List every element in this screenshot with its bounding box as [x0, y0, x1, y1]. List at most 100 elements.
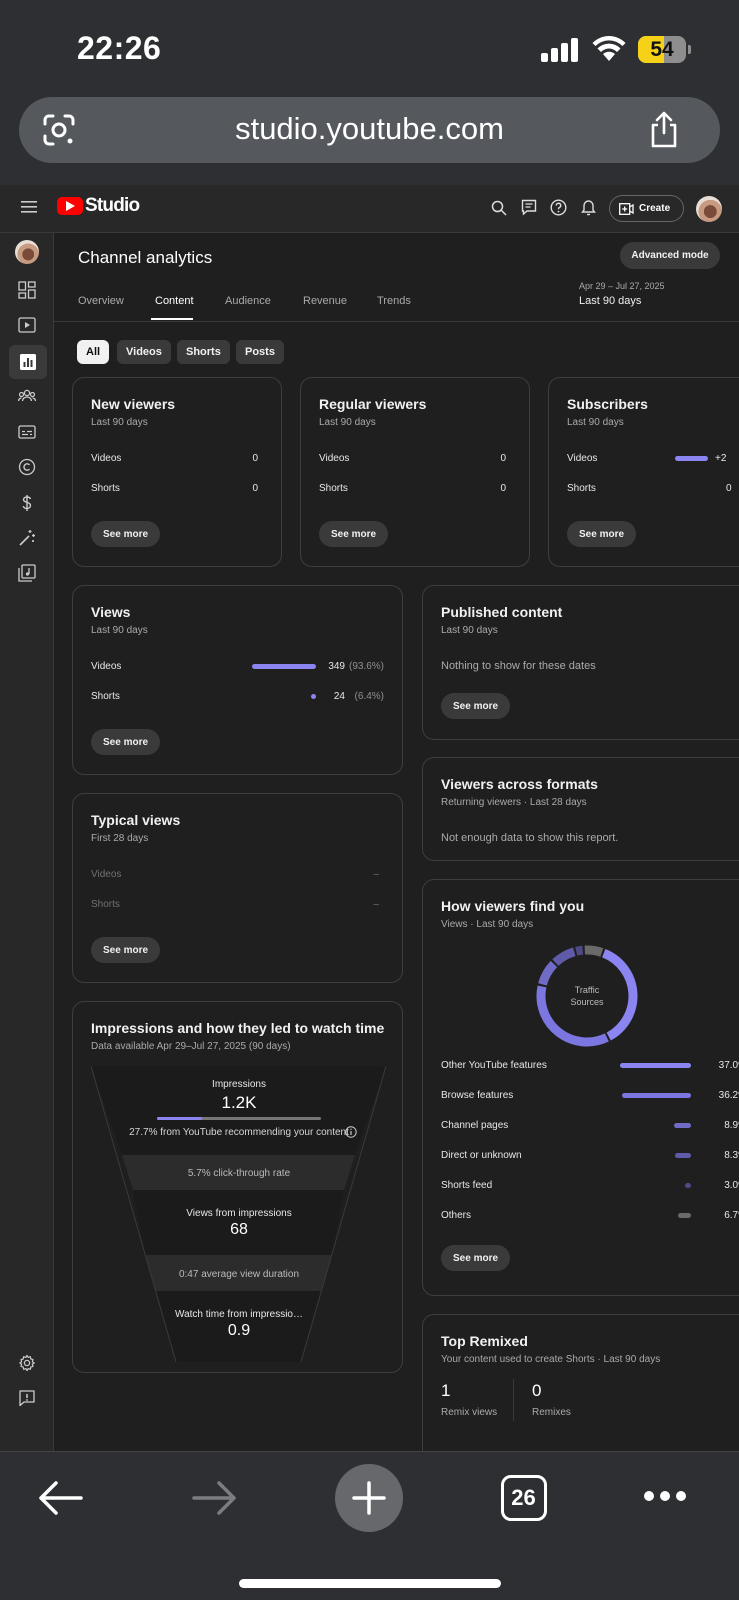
see-more-button[interactable]: See more — [441, 693, 511, 719]
address-bar[interactable]: studio.youtube.com — [19, 97, 720, 163]
customization-magic-wand-icon[interactable] — [14, 525, 40, 551]
advanced-mode-button[interactable]: Advanced mode — [620, 242, 720, 269]
battery-icon: 54 — [638, 36, 686, 63]
chip-all[interactable]: All — [77, 340, 110, 364]
subtitles-icon[interactable] — [14, 419, 40, 445]
traffic-source-percent: 6.7% — [724, 1210, 739, 1221]
forward-arrow-icon[interactable] — [192, 1480, 238, 1516]
date-period[interactable]: Last 90 days — [579, 295, 642, 307]
card-title: Subscribers — [567, 396, 648, 412]
impressions-funnel — [91, 1066, 386, 1362]
videos-value: 0 — [500, 453, 506, 464]
search-icon[interactable] — [491, 200, 507, 216]
tab-content[interactable]: Content — [155, 295, 194, 307]
shorts-value: – — [373, 899, 379, 910]
battery-level: 54 — [650, 38, 674, 61]
card-title: Regular viewers — [319, 396, 427, 412]
chip-videos[interactable]: Videos — [117, 340, 171, 364]
new-tab-button[interactable] — [335, 1464, 403, 1532]
see-more-button[interactable]: See more — [319, 521, 389, 547]
card-title: Typical views — [91, 812, 181, 828]
impressions-label: Impressions — [212, 1079, 266, 1090]
donut-label-line1: Traffic — [574, 985, 600, 995]
traffic-source-percent: 37.0% — [718, 1060, 739, 1071]
traffic-source-label: Other YouTube features — [441, 1060, 547, 1071]
traffic-source-label: Direct or unknown — [441, 1150, 522, 1161]
card-title: Views — [91, 604, 131, 620]
browser-toolbar: studio.youtube.com — [0, 95, 739, 185]
date-range[interactable]: Apr 29 – Jul 27, 2025 — [579, 281, 665, 291]
videos-value: 0 — [252, 453, 258, 464]
analytics-main: Channel analytics Advanced mode Apr 29 –… — [54, 233, 739, 1451]
create-label: Create — [639, 203, 671, 214]
shorts-label: Shorts — [319, 483, 348, 494]
tab-switcher-button[interactable]: 26 — [501, 1475, 547, 1521]
send-feedback-icon[interactable] — [14, 1385, 40, 1411]
empty-state-text: Nothing to show for these dates — [441, 660, 596, 672]
copyright-icon[interactable] — [14, 454, 40, 480]
tab-revenue[interactable]: Revenue — [303, 295, 348, 307]
google-lens-icon[interactable] — [42, 114, 76, 146]
notifications-bell-icon[interactable] — [581, 199, 596, 217]
chip-posts[interactable]: Posts — [236, 340, 284, 364]
home-indicator — [239, 1579, 501, 1588]
subscribers-card: Subscribers Last 90 days Videos +2 Short… — [548, 377, 739, 567]
shorts-value: 24 — [333, 691, 345, 702]
traffic-source-bar — [621, 1093, 691, 1098]
see-more-button[interactable]: See more — [91, 521, 161, 547]
how-viewers-find-you-card: How viewers find you Views · Last 90 day… — [422, 879, 739, 1296]
card-subtitle: Last 90 days — [319, 417, 376, 428]
card-title: How viewers find you — [441, 898, 585, 914]
sidebar-item-analytics[interactable] — [9, 345, 47, 379]
card-title: Published content — [441, 604, 563, 620]
donut-slice — [552, 947, 576, 967]
see-more-button[interactable]: See more — [441, 1245, 511, 1271]
create-button[interactable]: Create — [609, 195, 684, 222]
info-icon[interactable] — [345, 1126, 357, 1138]
chip-shorts[interactable]: Shorts — [177, 340, 230, 364]
card-subtitle: Views · Last 90 days — [441, 919, 534, 930]
recommend-progress-track — [157, 1117, 321, 1120]
feedback-comment-icon[interactable] — [521, 199, 537, 216]
traffic-source-percent: 36.2% — [718, 1090, 739, 1101]
traffic-source-bar — [675, 1153, 691, 1158]
card-subtitle: Last 90 days — [91, 417, 148, 428]
share-icon[interactable] — [648, 111, 680, 149]
traffic-source-label: Shorts feed — [441, 1180, 493, 1191]
tab-trends[interactable]: Trends — [377, 295, 411, 307]
shorts-value: 0 — [500, 483, 506, 494]
active-tab-indicator — [151, 318, 193, 320]
card-title: Impressions and how they led to watch ti… — [91, 1020, 385, 1036]
divider — [513, 1379, 514, 1421]
channel-avatar[interactable] — [15, 240, 39, 264]
donut-slice — [538, 960, 558, 986]
donut-slice — [601, 948, 638, 1041]
audio-library-icon[interactable] — [14, 560, 40, 586]
content-icon[interactable] — [14, 312, 40, 338]
card-title: Top Remixed — [441, 1333, 528, 1349]
account-avatar[interactable] — [696, 196, 722, 222]
back-arrow-icon[interactable] — [37, 1480, 83, 1516]
menu-icon[interactable] — [21, 201, 37, 213]
tab-audience[interactable]: Audience — [225, 295, 271, 307]
see-more-button[interactable]: See more — [91, 937, 161, 963]
traffic-source-label: Channel pages — [441, 1120, 509, 1131]
videos-label: Videos — [567, 453, 598, 464]
tab-overview[interactable]: Overview — [78, 295, 124, 307]
videos-value: – — [373, 869, 379, 880]
donut-label-line2: Sources — [570, 997, 604, 1007]
see-more-button[interactable]: See more — [91, 729, 161, 755]
browser-bottom-bar: 26 — [0, 1451, 739, 1600]
see-more-button[interactable]: See more — [567, 521, 637, 547]
settings-gear-icon[interactable] — [14, 1350, 40, 1376]
shorts-label: Shorts — [91, 691, 120, 702]
community-icon[interactable] — [14, 383, 40, 409]
more-options-icon[interactable] — [643, 1490, 687, 1502]
help-icon[interactable] — [550, 199, 567, 216]
youtube-logo-icon[interactable] — [57, 197, 83, 215]
dashboard-icon[interactable] — [14, 277, 40, 303]
earn-dollar-icon[interactable] — [14, 490, 40, 516]
signal-icon — [541, 38, 581, 62]
card-title: New viewers — [91, 396, 176, 412]
impressions-value: 1.2K — [221, 1093, 257, 1112]
